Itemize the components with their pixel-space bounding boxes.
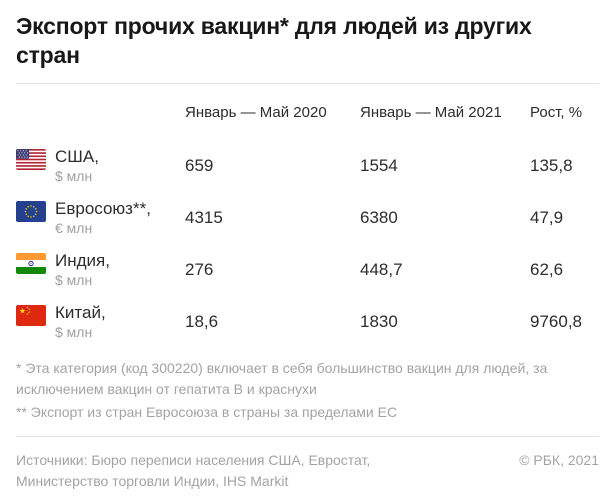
- sources-text: Источники: Бюро переписи населения США, …: [16, 452, 371, 489]
- table-header-row: Январь — Май 2020 Январь — Май 2021 Рост…: [16, 104, 599, 122]
- value-2021: 448,7: [360, 260, 403, 279]
- column-header-2021: Январь — Май 2021: [360, 104, 502, 121]
- country-unit: $ млн: [55, 168, 93, 184]
- country-name: Евросоюз**,: [55, 199, 151, 218]
- value-growth: 47,9: [530, 208, 564, 227]
- country-name: Китай,: [55, 303, 106, 322]
- eu-flag-icon: [16, 201, 46, 222]
- footnote-category: * Эта категория (код 300220) включает в …: [16, 360, 548, 397]
- india-flag-icon: [16, 253, 46, 274]
- table-row: Евросоюз**, € млн 4315 6380 47,9: [16, 192, 599, 244]
- footnotes: * Эта категория (код 300220) включает в …: [16, 358, 599, 423]
- country-unit: $ млн: [55, 324, 93, 340]
- country-cell: Евросоюз**, € млн: [16, 199, 185, 237]
- table-row: США, $ млн 659 1554 135,8: [16, 140, 599, 192]
- vaccine-export-table: Январь — Май 2020 Январь — Май 2021 Рост…: [16, 104, 599, 348]
- column-header-growth: Рост, %: [530, 104, 583, 121]
- value-2021: 6380: [360, 208, 398, 227]
- value-2021: 1830: [360, 312, 398, 331]
- value-growth: 9760,8: [530, 312, 582, 331]
- country-name: США,: [55, 147, 99, 166]
- china-flag-icon: [16, 305, 46, 326]
- country-cell: Индия, $ млн: [16, 251, 185, 289]
- value-2021: 1554: [360, 156, 398, 175]
- footer-divider: [16, 436, 599, 437]
- footer: Источники: Бюро переписи населения США, …: [16, 450, 599, 492]
- country-cell: Китай, $ млн: [16, 303, 185, 341]
- value-2020: 4315: [185, 208, 223, 227]
- value-2020: 18,6: [185, 312, 219, 331]
- table-row: Китай, $ млн 18,6 1830 9760,8: [16, 296, 599, 348]
- usa-flag-icon: [16, 149, 46, 170]
- footnote-eu-export: ** Экспорт из стран Евросоюза в страны з…: [16, 404, 398, 420]
- value-growth: 62,6: [530, 260, 564, 279]
- table-row: Индия, $ млн 276 448,7 62,6: [16, 244, 599, 296]
- copyright: © РБК, 2021: [519, 452, 599, 468]
- country-unit: € млн: [55, 220, 93, 236]
- country-unit: $ млн: [55, 272, 93, 288]
- title-divider: [16, 83, 599, 84]
- column-header-2020: Январь — Май 2020: [185, 104, 327, 121]
- country-name: Индия,: [55, 251, 110, 270]
- country-cell: США, $ млн: [16, 147, 185, 185]
- value-growth: 135,8: [530, 156, 573, 175]
- value-2020: 276: [185, 260, 214, 279]
- page-title: Экспорт прочих вакцин* для людей из друг…: [16, 13, 532, 68]
- value-2020: 659: [185, 156, 214, 175]
